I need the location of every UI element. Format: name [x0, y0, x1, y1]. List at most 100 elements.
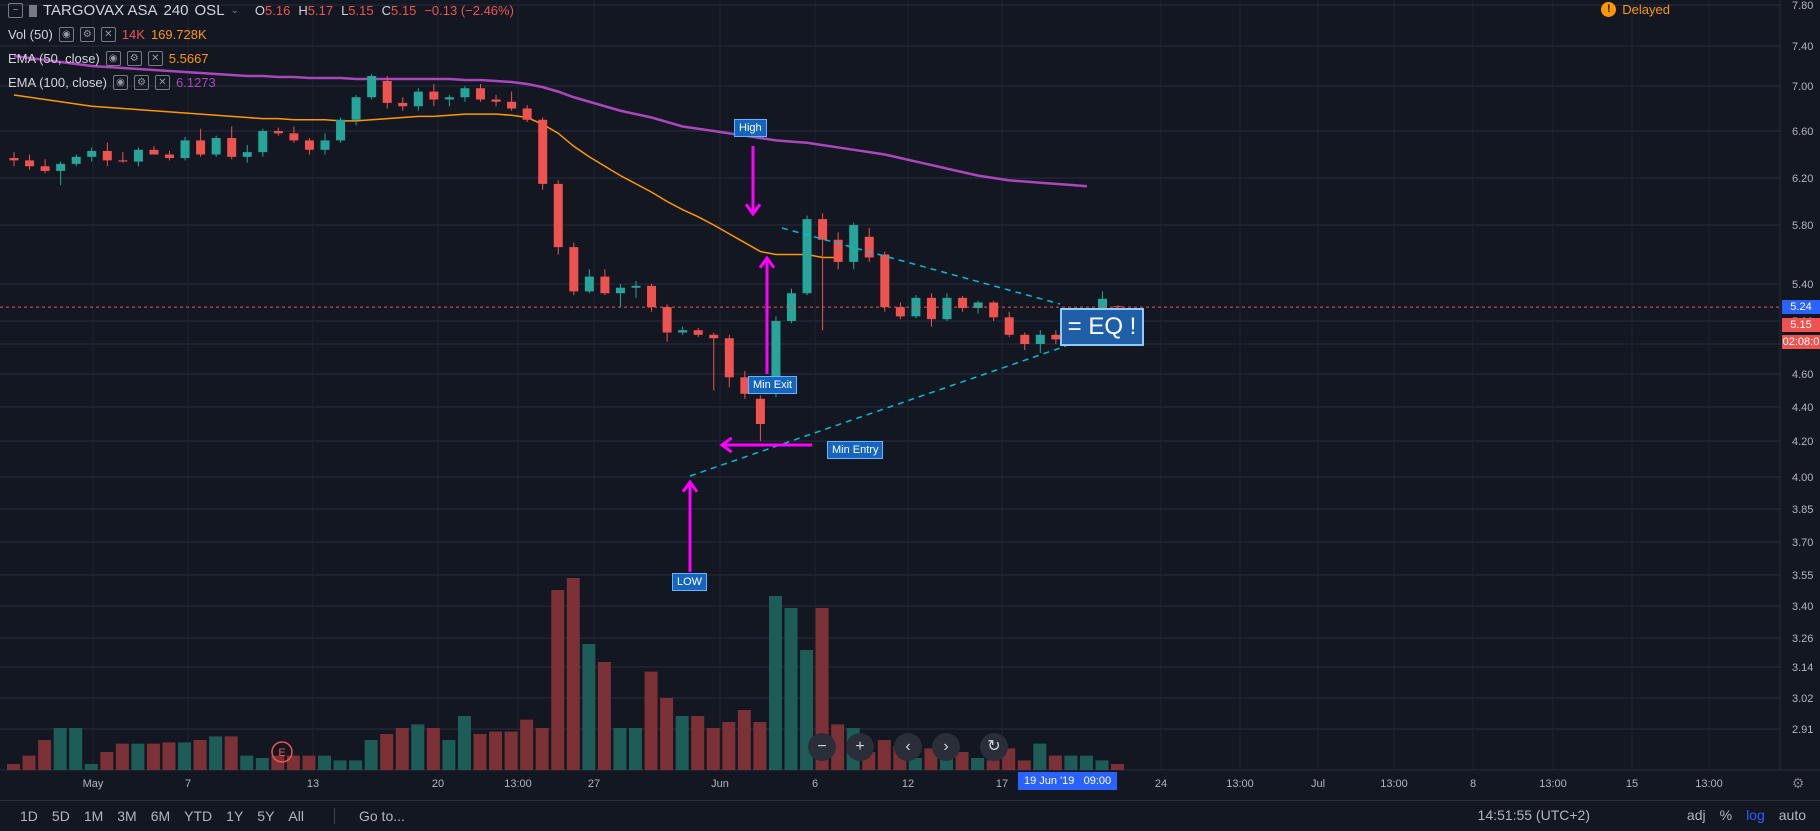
candle-body — [165, 154, 174, 159]
range-5d[interactable]: 5D — [51, 808, 70, 824]
candle-body — [569, 247, 579, 292]
zoom-out-button[interactable]: − — [808, 733, 836, 761]
earnings-marker[interactable]: E — [271, 741, 293, 763]
change-value: −0.13 (−2.46%) — [424, 3, 514, 18]
settings-icon[interactable]: ⚙ — [126, 51, 142, 66]
gear-icon[interactable]: ⚙ — [1792, 776, 1805, 792]
volume-bar — [286, 755, 300, 770]
settings-icon[interactable]: ⚙ — [134, 75, 149, 90]
volume-bar — [395, 728, 409, 770]
candle-body — [818, 219, 828, 240]
percent-toggle[interactable]: % — [1719, 807, 1733, 823]
candle-body — [989, 302, 999, 318]
time-tick-label: 20 — [432, 778, 444, 790]
auto-toggle[interactable]: auto — [1778, 807, 1806, 823]
volume-bar — [520, 719, 534, 770]
volume-bar — [877, 740, 891, 770]
range-1d[interactable]: 1D — [20, 808, 38, 824]
candle-body — [926, 297, 936, 320]
scroll-right-button[interactable]: › — [932, 733, 960, 761]
volume-bar — [737, 710, 751, 770]
annotation-eq[interactable]: = EQ ! — [1060, 308, 1144, 346]
annotation-min-exit[interactable]: Min Exit — [748, 376, 798, 394]
price-tag-last: 5.15 — [1782, 318, 1820, 332]
goto-button[interactable]: Go to... — [333, 808, 405, 824]
candle-body — [133, 149, 143, 162]
candle-body — [320, 140, 330, 150]
volume-bar — [1064, 755, 1078, 770]
eye-icon[interactable]: ◉ — [113, 75, 128, 90]
volume-bar — [380, 734, 394, 770]
time-tick-label: 13:00 — [1695, 778, 1723, 790]
candle-body — [1051, 334, 1061, 340]
time-tick-label: Jul — [1311, 778, 1325, 790]
candle-body — [880, 254, 890, 308]
settings-icon[interactable]: ⚙ — [79, 27, 95, 42]
vol-label[interactable]: Vol (50) — [8, 27, 53, 42]
chevron-down-icon[interactable]: ⌄ — [230, 5, 239, 16]
time-tick-label: May — [83, 778, 104, 790]
ema100-label[interactable]: EMA (100, close) — [8, 75, 107, 90]
range-6m[interactable]: 6M — [150, 808, 171, 824]
time-tick-label: 12 — [902, 778, 914, 790]
volume-bar — [457, 716, 471, 770]
volume-bar — [753, 722, 767, 770]
delayed-badge[interactable]: ! Delayed — [1601, 2, 1670, 17]
ema50-path — [13, 94, 839, 259]
range-ytd[interactable]: YTD — [184, 808, 213, 824]
volume-bar — [986, 760, 1000, 770]
candle-body — [1004, 317, 1014, 335]
volume-bar — [566, 578, 580, 770]
price-tick-label: 7.00 — [1792, 81, 1813, 93]
close-icon[interactable]: ✕ — [100, 27, 116, 42]
eye-icon[interactable]: ◉ — [105, 51, 121, 66]
candle-body — [1020, 334, 1030, 344]
interval[interactable]: 240 — [163, 2, 189, 19]
candle-body — [71, 156, 81, 164]
candle-body — [476, 88, 485, 100]
volume-bar — [255, 758, 269, 770]
volume-bar — [489, 731, 503, 770]
range-1m[interactable]: 1M — [83, 808, 104, 824]
volume-bar — [955, 752, 969, 770]
candle-body — [724, 338, 734, 378]
candle-body — [444, 97, 454, 100]
scroll-left-button[interactable]: ‹ — [894, 733, 922, 761]
eye-icon[interactable]: ◉ — [58, 27, 74, 42]
candle-body — [289, 133, 299, 141]
price-tick-label: 6.60 — [1792, 126, 1813, 138]
clock[interactable]: 14:51:55 (UTC+2) — [1477, 807, 1590, 823]
reset-chart-button[interactable]: ↻ — [980, 733, 1008, 761]
time-tick-label: Jun — [711, 778, 729, 790]
volume-bar — [1111, 764, 1125, 770]
range-5y[interactable]: 5Y — [257, 808, 275, 824]
candle-body — [491, 99, 501, 102]
close-icon[interactable]: ✕ — [147, 51, 163, 66]
volume-bar — [115, 743, 129, 770]
adj-toggle[interactable]: adj — [1686, 807, 1706, 823]
price-tick-label: 3.85 — [1792, 504, 1813, 516]
annotation-low[interactable]: LOW — [672, 573, 708, 591]
symbol-name[interactable]: TARGOVAX ASA — [43, 2, 158, 19]
volume-bar — [691, 716, 705, 770]
zoom-in-button[interactable]: + — [846, 733, 874, 761]
candle-body — [1098, 298, 1107, 316]
candle-body — [709, 334, 719, 339]
candle-body — [755, 398, 765, 424]
annotation-high[interactable]: High — [734, 119, 767, 137]
log-toggle[interactable]: log — [1746, 807, 1765, 823]
close-icon[interactable]: ✕ — [155, 75, 170, 90]
annotation-min-entry[interactable]: Min Entry — [827, 441, 884, 459]
range-all[interactable]: All — [288, 808, 304, 824]
collapse-icon[interactable]: − — [8, 3, 23, 18]
volume-bar — [240, 755, 254, 770]
range-1y[interactable]: 1Y — [226, 808, 244, 824]
candle-body — [367, 76, 377, 98]
volume-bar — [831, 724, 845, 770]
range-3m[interactable]: 3M — [117, 808, 137, 824]
chart-canvas[interactable]: E 7.807.407.006.606.205.805.405.004.804.… — [0, 0, 1820, 800]
alert-icon: ! — [1601, 2, 1617, 17]
ema50-label[interactable]: EMA (50, close) — [8, 51, 100, 66]
candle-body — [895, 307, 905, 317]
candle-body — [149, 149, 159, 155]
